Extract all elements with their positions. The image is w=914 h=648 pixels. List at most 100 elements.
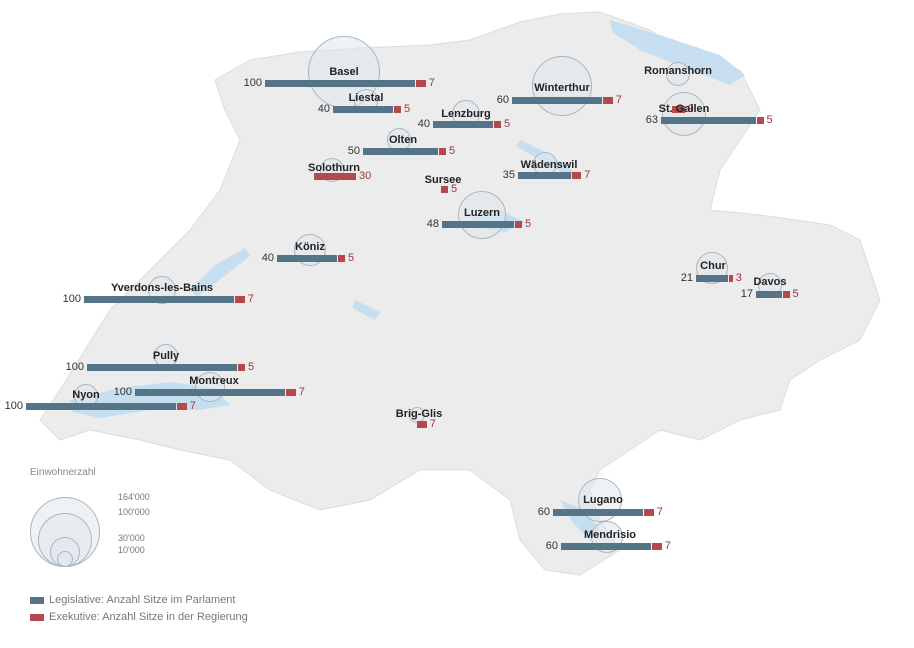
legend-title: Einwohnerzahl bbox=[30, 467, 96, 478]
executive-value: 5 bbox=[348, 252, 355, 264]
executive-bar bbox=[235, 296, 245, 303]
legislative-value: 100 bbox=[243, 77, 262, 89]
city-name: Winterthur bbox=[534, 82, 590, 94]
executive-bar bbox=[603, 97, 613, 104]
legislative-bar bbox=[363, 148, 438, 155]
executive-value: 30 bbox=[359, 170, 372, 182]
legislative-value: 60 bbox=[545, 540, 558, 552]
executive-value: 7 bbox=[298, 386, 305, 398]
legislative-value: 60 bbox=[496, 94, 509, 106]
executive-bar bbox=[672, 106, 685, 113]
executive-value: 7 bbox=[428, 77, 435, 89]
legislative-value: 40 bbox=[317, 103, 330, 115]
executive-value: 5 bbox=[504, 118, 511, 130]
legislative-bar bbox=[87, 364, 237, 371]
legislative-bar bbox=[265, 80, 415, 87]
city-name: Lugano bbox=[583, 494, 623, 506]
executive-value: 5 bbox=[766, 114, 773, 126]
executive-value: 5 bbox=[792, 288, 799, 300]
executive-bar bbox=[286, 389, 296, 396]
legend-executive: Exekutive: Anzahl Sitze in der Regierung bbox=[30, 611, 248, 623]
executive-bar bbox=[652, 543, 662, 550]
city-name: Wädenswil bbox=[520, 159, 578, 171]
executive-bar bbox=[441, 186, 448, 193]
population-bubble bbox=[662, 92, 706, 136]
legislative-bar bbox=[442, 221, 514, 228]
population-bubble bbox=[666, 62, 690, 86]
executive-value: 5 bbox=[525, 218, 532, 230]
city-name: Sursee bbox=[424, 174, 462, 186]
legislative-bar bbox=[561, 543, 651, 550]
executive-bar bbox=[728, 275, 733, 282]
city-name: Chur bbox=[700, 260, 726, 272]
executive-value: 5 bbox=[248, 361, 255, 373]
legislative-swatch bbox=[30, 596, 44, 604]
executive-value: 5 bbox=[404, 103, 411, 115]
executive-value: 7 bbox=[656, 506, 663, 518]
legislative-value: 40 bbox=[417, 118, 430, 130]
legislative-value: 48 bbox=[426, 218, 439, 230]
city-name: Montreux bbox=[189, 375, 239, 387]
population-bubble bbox=[458, 191, 506, 239]
city-name: Basel bbox=[329, 66, 359, 78]
legislative-value: 21 bbox=[680, 272, 693, 284]
legend-circle-10000 bbox=[57, 551, 73, 567]
legislative-bar bbox=[696, 275, 728, 282]
lake-constance bbox=[610, 20, 745, 85]
executive-bar bbox=[177, 403, 187, 410]
legend-scale-100000: 100'000 bbox=[118, 507, 150, 517]
legend-scale-10000: 10'000 bbox=[118, 545, 145, 555]
executive-value: 7 bbox=[584, 169, 591, 181]
legislative-bar bbox=[277, 255, 337, 262]
executive-bar bbox=[515, 221, 522, 228]
legislative-value: 100 bbox=[62, 293, 81, 305]
legislative-bar bbox=[26, 403, 176, 410]
legislative-value: 63 bbox=[645, 114, 658, 126]
legend-scale-164000: 164'000 bbox=[118, 492, 150, 502]
city-name: Luzern bbox=[463, 207, 501, 219]
executive-value: 3 bbox=[735, 272, 742, 284]
city-name: Nyon bbox=[72, 389, 100, 401]
executive-bar bbox=[439, 148, 446, 155]
legend-legislative: Legislative: Anzahl Sitze im Parlament bbox=[30, 594, 235, 606]
city-name: St. Gallen bbox=[658, 103, 710, 115]
legislative-value: 100 bbox=[65, 361, 84, 373]
legend-legislative-label: Legislative: Anzahl Sitze im Parlament bbox=[49, 594, 236, 606]
city-name: Olten bbox=[388, 134, 418, 146]
legislative-bar bbox=[333, 106, 393, 113]
city-name: Yverdons-les-Bains bbox=[110, 282, 214, 294]
executive-bar bbox=[756, 117, 764, 124]
legislative-value: 60 bbox=[537, 506, 550, 518]
city-name: Liestal bbox=[348, 92, 384, 104]
population-bubble bbox=[532, 56, 592, 116]
legislative-value: 35 bbox=[502, 169, 515, 181]
city-name: Davos bbox=[753, 276, 787, 288]
city-name: Mendrisio bbox=[584, 529, 636, 541]
city-name: Lenzburg bbox=[441, 108, 491, 120]
legislative-value: 17 bbox=[740, 288, 753, 300]
executive-value: 5 bbox=[451, 183, 458, 195]
executive-bar bbox=[238, 364, 245, 371]
city-name: Köniz bbox=[295, 241, 325, 253]
executive-value: 7 bbox=[247, 293, 254, 305]
executive-bar bbox=[417, 421, 427, 428]
executive-bar bbox=[416, 80, 426, 87]
city-name: Romanshorn bbox=[644, 65, 712, 77]
legend-scale-30000: 30'000 bbox=[118, 533, 145, 543]
executive-value: 7 bbox=[664, 540, 671, 552]
legislative-bar bbox=[661, 117, 756, 124]
legislative-bar bbox=[433, 121, 493, 128]
executive-bar bbox=[394, 106, 401, 113]
executive-bar bbox=[571, 172, 582, 179]
legend-executive-label: Exekutive: Anzahl Sitze in der Regierung bbox=[49, 611, 248, 623]
population-bubble bbox=[195, 372, 225, 402]
legislative-bar bbox=[135, 389, 285, 396]
legislative-value: 50 bbox=[347, 145, 360, 157]
executive-bar bbox=[338, 255, 345, 262]
city-name: Brig-Glis bbox=[395, 408, 443, 420]
executive-bar bbox=[644, 509, 654, 516]
legislative-bar bbox=[518, 172, 571, 179]
executive-bar bbox=[494, 121, 501, 128]
lake-thun bbox=[352, 300, 380, 320]
executive-bar bbox=[314, 173, 356, 180]
